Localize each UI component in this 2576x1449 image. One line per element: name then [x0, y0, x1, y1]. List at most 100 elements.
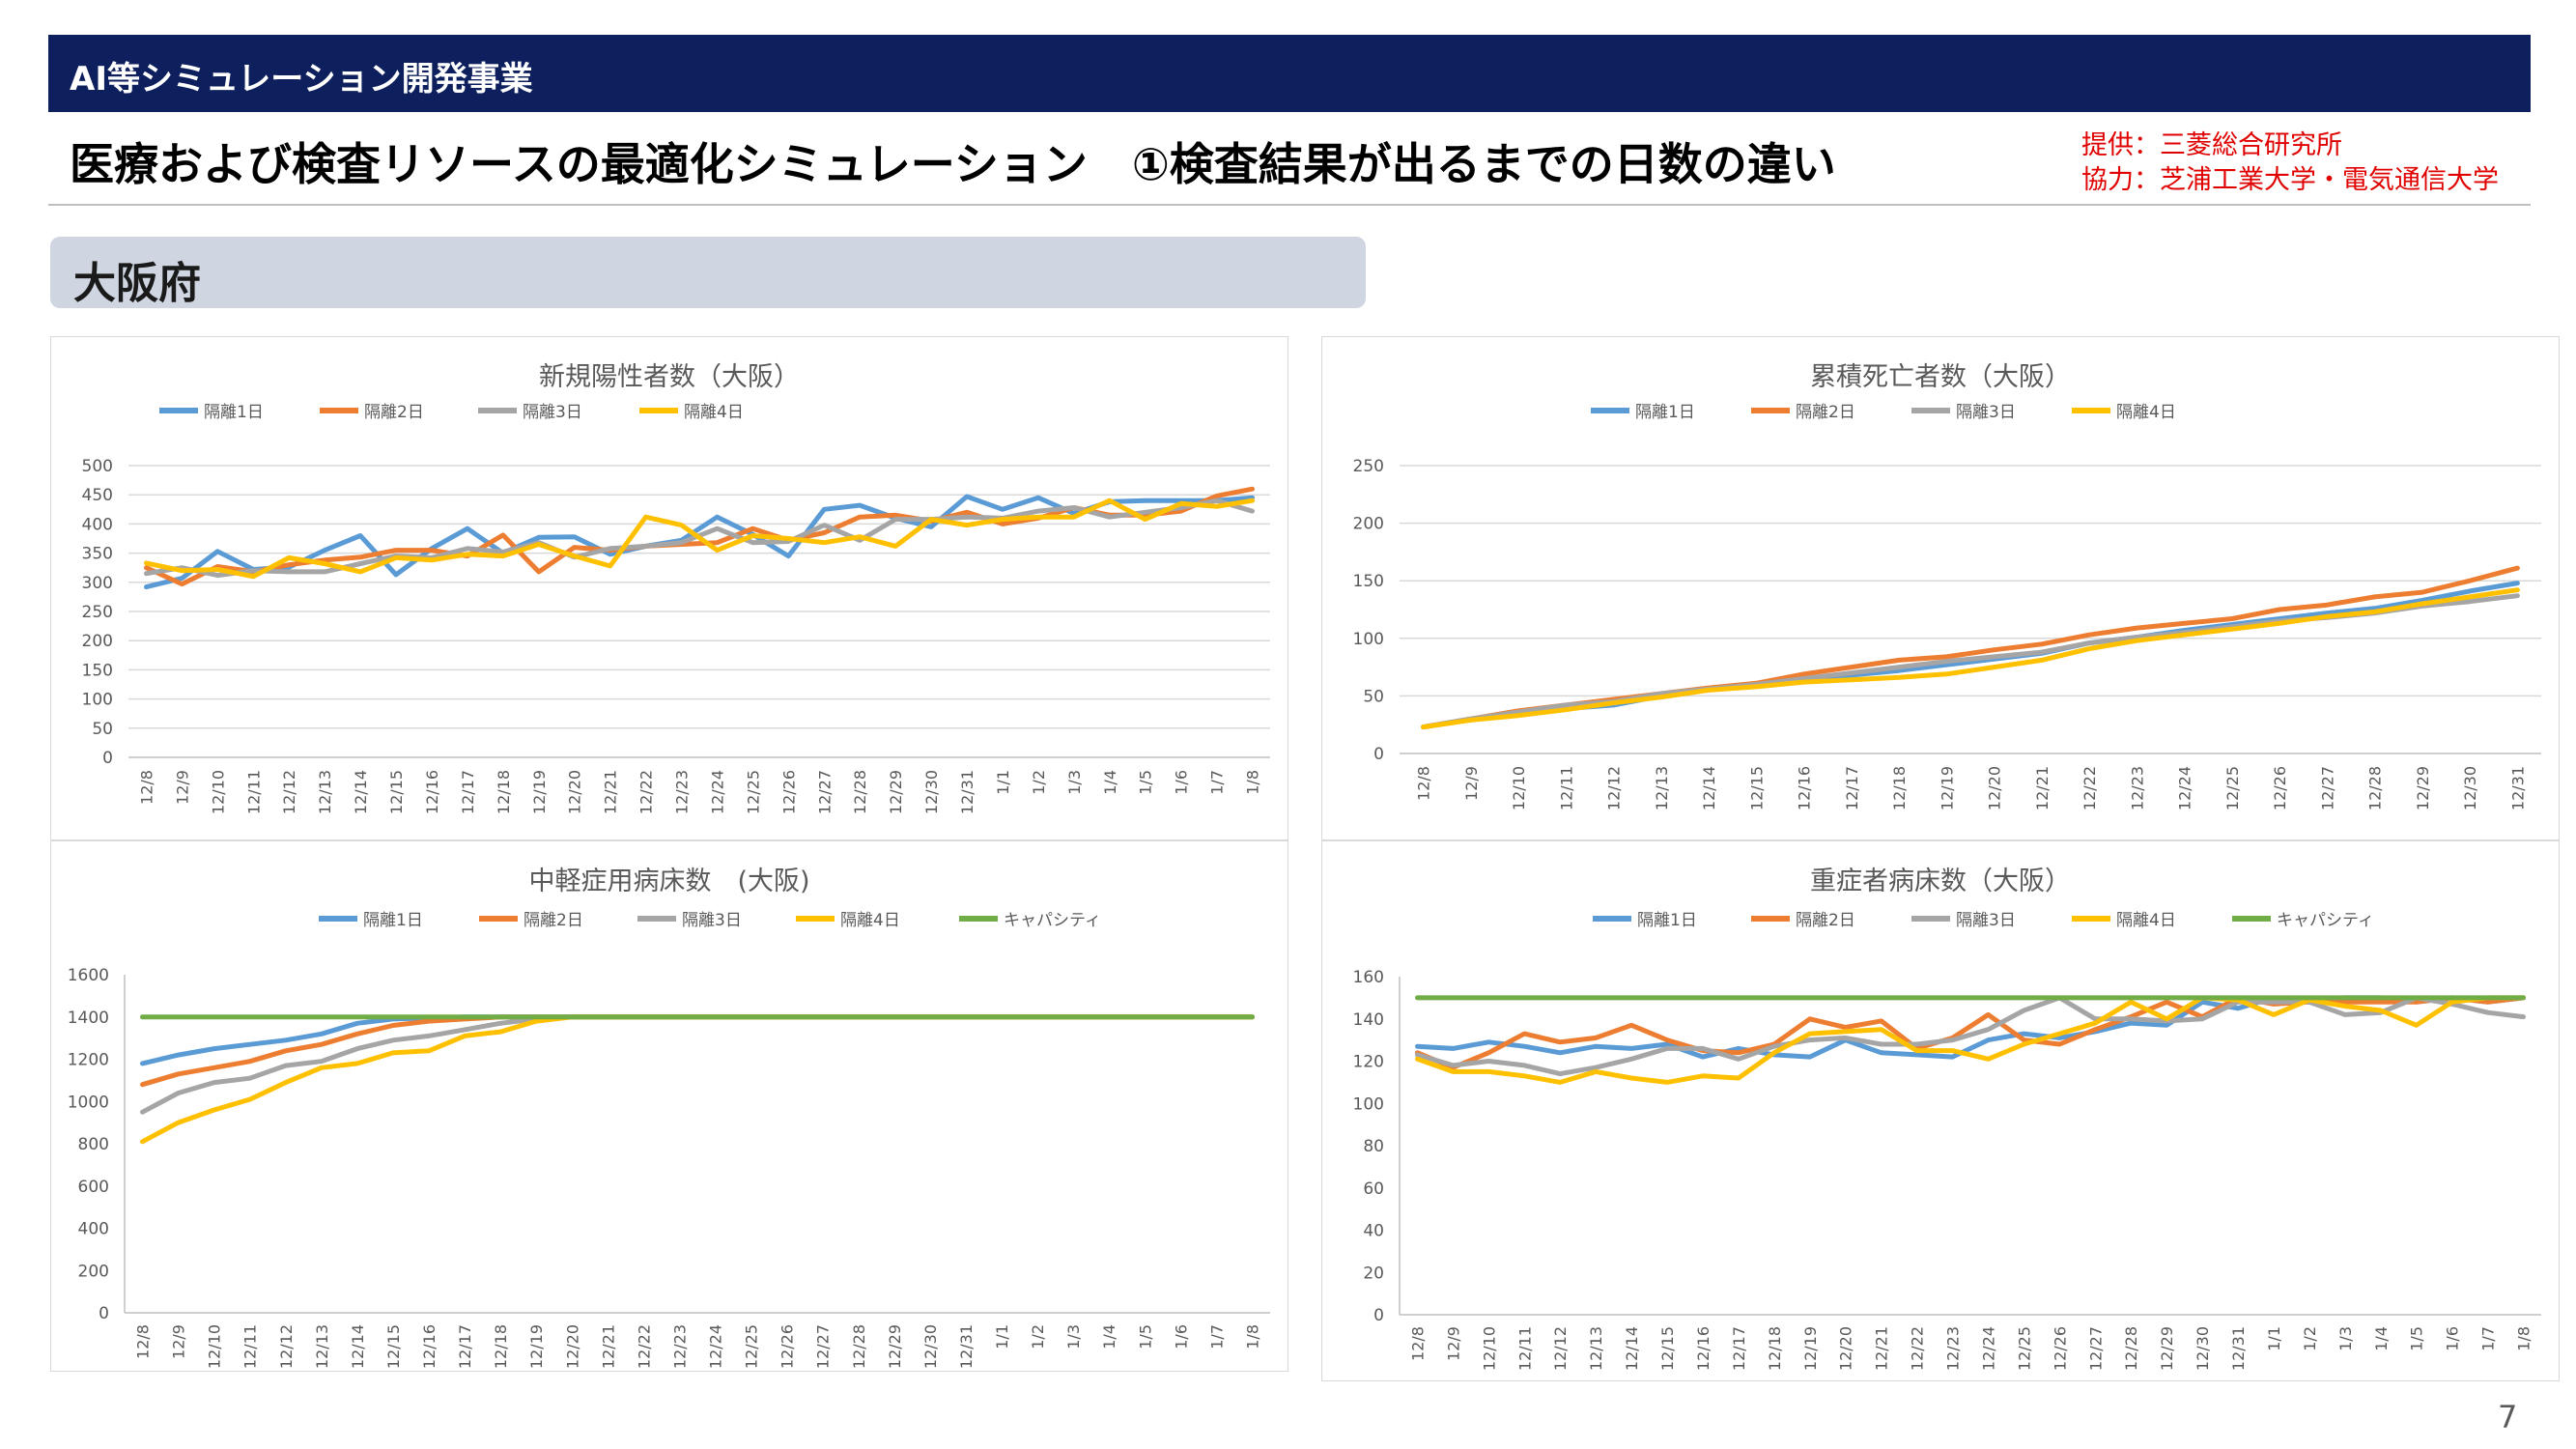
x-tick-label: 1/8 — [1244, 770, 1262, 795]
legend-label: 隔離2日 — [364, 403, 424, 422]
y-tick-label: 600 — [78, 1178, 109, 1197]
legend-label: 隔離4日 — [2116, 403, 2176, 422]
severe-beds-chart: 重症者病床数（大阪） 隔離1日 隔離2日 隔離3日 隔離4日 キャパシティ 0 20 40 60 8… — [1321, 840, 2560, 1381]
legend-label: 隔離3日 — [682, 911, 742, 930]
x-tick-label: 12/18 — [1890, 766, 1909, 810]
x-tick-label: 1/3 — [1065, 770, 1084, 795]
x-tick-label: 12/31 — [2229, 1326, 2248, 1371]
x-tick-label: 12/19 — [527, 1324, 546, 1369]
legend-label: 隔離3日 — [1956, 911, 2016, 930]
x-tick-label: 12/30 — [922, 770, 941, 814]
x-tick-label: 12/28 — [850, 1324, 868, 1369]
legend-label: キャパシティ — [2277, 911, 2374, 930]
x-tick-label: 12/28 — [851, 770, 869, 814]
y-tick-label: 350 — [82, 545, 113, 564]
x-tick-label: 12/28 — [2366, 766, 2385, 810]
series-line — [1415, 995, 2526, 1070]
x-tick-label: 12/8 — [134, 1324, 153, 1359]
x-tick-label: 12/15 — [387, 770, 406, 814]
x-tick-label: 1/7 — [1208, 770, 1227, 795]
x-tick-label: 12/11 — [244, 770, 263, 814]
legend-label: 隔離4日 — [840, 911, 900, 930]
x-tick-label: 12/16 — [1796, 766, 1814, 810]
y-tick-label: 300 — [82, 574, 113, 593]
y-tick-label: 250 — [1353, 457, 1384, 476]
y-tick-label: 150 — [1353, 572, 1384, 591]
x-tick-label: 12/23 — [2128, 766, 2146, 810]
series-line — [1421, 587, 2520, 730]
x-tick-label: 12/10 — [1510, 766, 1528, 810]
x-tick-label: 12/15 — [384, 1324, 403, 1369]
x-tick-label: 12/21 — [599, 1324, 617, 1369]
x-tick-label: 12/13 — [1587, 1326, 1605, 1371]
y-tick-label: 0 — [1373, 745, 1384, 764]
x-tick-label: 12/15 — [1747, 766, 1766, 810]
chart-svg: 累積死亡者数（大阪） 隔離1日 隔離2日 隔離3日 隔離4日 0 50 100 150 200 25… — [1353, 362, 2541, 810]
x-tick-label: 1/4 — [2372, 1326, 2391, 1351]
x-tick-label: 12/12 — [280, 770, 298, 814]
legend-label: 隔離1日 — [363, 911, 423, 930]
x-tick-label: 1/5 — [1137, 770, 1155, 795]
section-label: AI等シミュレーション開発事業 — [70, 60, 533, 99]
x-tick-label: 12/31 — [957, 1324, 976, 1369]
chart-title: 新規陽性者数（大阪） — [539, 362, 800, 392]
x-tick-label: 12/13 — [316, 770, 334, 814]
legend-label: 隔離2日 — [524, 911, 583, 930]
x-tick-label: 12/17 — [456, 1324, 474, 1369]
new-cases-chart: 新規陽性者数（大阪） 隔離1日 隔離2日 隔離3日 隔離4日 0 50 100 150 200 25… — [50, 336, 1288, 840]
x-tick-label: 12/26 — [2271, 766, 2289, 810]
x-tick-label: 12/16 — [423, 770, 441, 814]
x-tick-label: 12/20 — [1837, 1326, 1855, 1371]
x-tick-label: 12/13 — [1653, 766, 1671, 810]
x-tick-label: 1/8 — [1243, 1324, 1261, 1350]
region-label: 大阪府 — [73, 259, 201, 308]
moderate-beds-chart: 中軽症用病床数 (大阪) 隔離1日 隔離2日 隔離3日 隔離4日 キャパシティ 0 200 40… — [50, 840, 1288, 1372]
x-tick-label: 12/19 — [1801, 1326, 1820, 1371]
x-tick-label: 12/9 — [1444, 1326, 1462, 1361]
y-tick-label: 500 — [82, 457, 113, 476]
x-tick-label: 12/14 — [352, 770, 370, 814]
x-tick-label: 12/28 — [2122, 1326, 2140, 1371]
x-tick-label: 12/11 — [1557, 766, 1575, 810]
x-tick-label: 12/18 — [495, 770, 513, 814]
x-tick-label: 12/10 — [206, 1324, 224, 1369]
x-tick-label: 12/14 — [349, 1324, 367, 1369]
y-tick-label: 1200 — [68, 1051, 109, 1070]
x-tick-label: 12/8 — [1415, 766, 1433, 801]
x-tick-label: 12/27 — [2318, 766, 2336, 810]
region-tab: 大阪府 — [50, 237, 1366, 308]
x-tick-label: 12/9 — [173, 770, 191, 805]
x-tick-label: 12/12 — [1551, 1326, 1570, 1371]
x-tick-label: 12/20 — [563, 1324, 581, 1369]
legend-label: 隔離2日 — [1796, 911, 1855, 930]
cumulative-deaths-chart: 累積死亡者数（大阪） 隔離1日 隔離2日 隔離3日 隔離4日 0 50 100 150 200 25… — [1321, 336, 2560, 840]
y-tick-label: 160 — [1353, 968, 1384, 987]
x-tick-label: 12/23 — [673, 770, 692, 814]
x-tick-label: 12/21 — [602, 770, 620, 814]
x-tick-label: 12/16 — [1694, 1326, 1713, 1371]
legend-label: 隔離1日 — [1635, 403, 1695, 422]
x-tick-label: 12/29 — [2414, 766, 2432, 810]
y-tick-label: 50 — [92, 720, 113, 739]
x-tick-label: 1/3 — [1064, 1324, 1083, 1350]
x-tick-label: 12/20 — [1986, 766, 2004, 810]
x-tick-label: 12/27 — [815, 770, 834, 814]
chart-svg: 新規陽性者数（大阪） 隔離1日 隔離2日 隔離3日 隔離4日 0 50 100 150 200 25… — [82, 362, 1270, 814]
series-line — [140, 1014, 1255, 1066]
x-tick-label: 12/30 — [2194, 1326, 2212, 1371]
x-tick-label: 12/8 — [1408, 1326, 1427, 1361]
y-tick-label: 450 — [82, 486, 113, 505]
legend-label: 隔離3日 — [1956, 403, 2016, 422]
x-tick-label: 12/23 — [1944, 1326, 1963, 1371]
legend-label: 隔離2日 — [1796, 403, 1855, 422]
legend-label: 隔離1日 — [204, 403, 264, 422]
x-tick-label: 1/1 — [2265, 1326, 2283, 1351]
x-tick-label: 12/24 — [707, 1324, 725, 1369]
x-tick-label: 12/22 — [635, 1324, 653, 1369]
x-tick-label: 12/29 — [887, 770, 905, 814]
x-tick-label: 12/27 — [2086, 1326, 2105, 1371]
x-tick-label: 1/4 — [1100, 1324, 1118, 1350]
page-title: 医療および検査リソースの最適化シミュレーション ①検査結果が出るまでの日数の違い — [70, 138, 1836, 190]
x-tick-label: 12/21 — [2033, 766, 2052, 810]
x-tick-label: 12/26 — [779, 770, 798, 814]
